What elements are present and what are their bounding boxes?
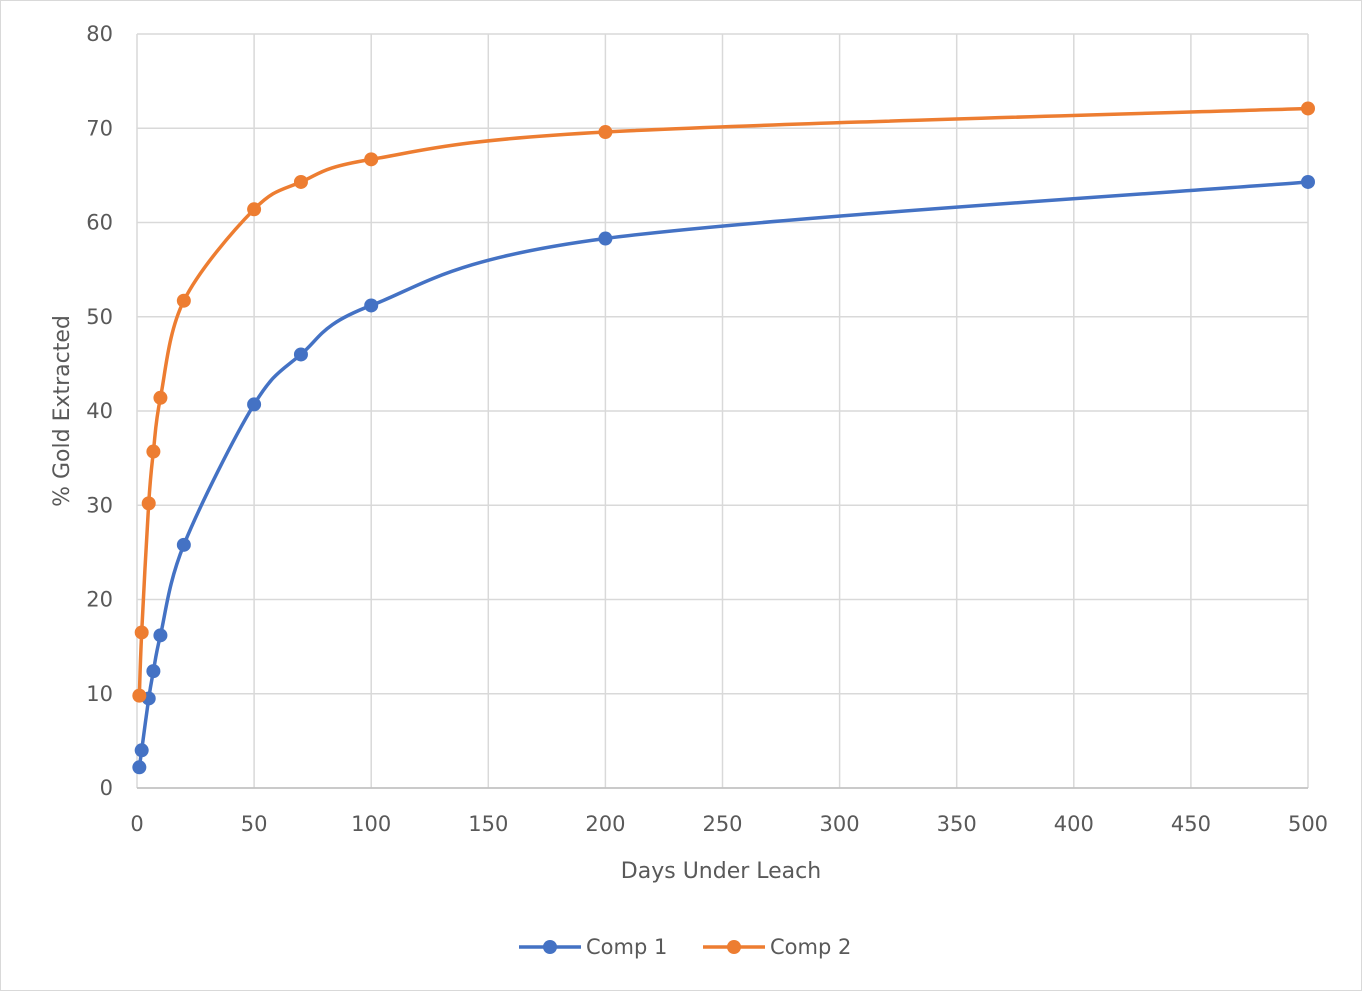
data-point [293,347,308,362]
y-tick-label: 70 [86,116,113,140]
series-line [137,180,1310,770]
data-point [364,152,379,167]
y-tick-label: 20 [86,588,113,612]
legend-label: Comp 1 [586,935,667,959]
y-tick-label: 50 [86,305,113,329]
data-point [176,293,191,308]
x-tick-label: 200 [585,812,625,836]
data-point [134,625,149,640]
y-axis-ticks: 0 10 20 30 40 50 60 70 80 [86,22,113,800]
x-tick-label: 50 [241,812,268,836]
series-layer [132,101,1315,775]
legend-item: Comp 2 [703,935,851,959]
data-point [134,743,149,758]
y-axis-title: % Gold Extracted [50,315,75,507]
data-point [598,231,613,246]
legend-marker [543,940,557,954]
data-point [293,174,308,189]
data-point [247,397,262,412]
y-tick-label: 60 [86,211,113,235]
x-tick-label: 500 [1288,812,1328,836]
gridlines [136,33,1309,789]
y-tick-label: 40 [86,399,113,423]
y-tick-label: 30 [86,493,113,517]
x-tick-label: 150 [468,812,508,836]
x-tick-label: 100 [351,812,391,836]
data-point [132,760,147,775]
data-point [146,444,161,459]
series-1 [132,174,1315,775]
legend: Comp 1 Comp 2 [519,935,851,959]
data-point [141,496,156,511]
data-point [1301,101,1315,116]
y-tick-label: 80 [86,22,113,46]
x-tick-label: 450 [1171,812,1211,836]
data-point [146,664,161,679]
legend-item: Comp 1 [519,935,667,959]
series-2 [132,101,1315,703]
data-point [176,537,191,552]
data-point [1301,174,1315,189]
x-tick-label: 0 [130,812,143,836]
data-point [153,628,168,643]
data-point [598,125,613,140]
data-point [364,298,379,313]
legend-label: Comp 2 [770,935,851,959]
y-tick-label: 0 [100,776,113,800]
x-tick-label: 400 [1054,812,1094,836]
x-axis-title: Days Under Leach [621,859,821,884]
data-point [247,202,262,217]
x-axis-ticks: 0 50 100 150 200 250 300 350 400 450 500 [130,812,1328,836]
x-tick-label: 300 [820,812,860,836]
data-point [132,688,147,703]
x-tick-label: 250 [702,812,742,836]
series-line [137,106,1310,698]
x-tick-label: 350 [937,812,977,836]
data-point [153,390,168,405]
legend-marker [727,940,741,954]
y-tick-label: 10 [86,682,113,706]
